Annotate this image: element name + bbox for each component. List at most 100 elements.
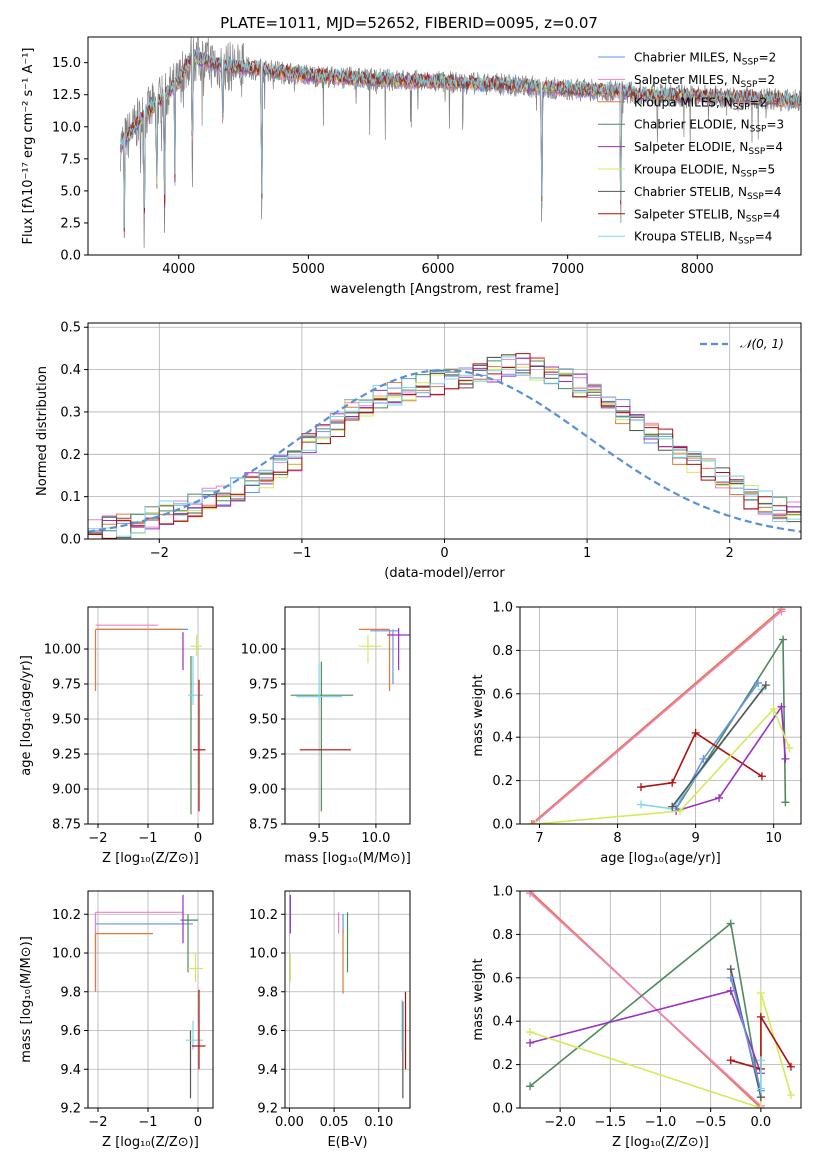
y-axis-label: mass weight: [471, 674, 486, 756]
x-tick-label: 6000: [421, 262, 454, 277]
mass_vs_Z-panel: −2 −1 0 9.2 9.4 9.6 9.8 10.0 10.2 Z [log₁₀(Z/Z⊙)]…: [19, 890, 214, 1150]
x-tick-label: −2: [88, 831, 107, 846]
y-axis-label: mass weight: [471, 958, 486, 1040]
weight-marker-kroupa_elodie: [531, 820, 540, 824]
y-tick-label: 9.6: [60, 1024, 81, 1039]
weight-marker-kroupa_elodie: [526, 1028, 535, 1037]
weight-marker-kroupa_elodie: [756, 988, 765, 997]
weight-marker-kroupa_stelib: [756, 1084, 765, 1093]
legend-text-part: =4: [765, 140, 783, 154]
y-tick-label: 9.50: [52, 713, 81, 728]
x-axis-label: wavelength [Angstrom, rest frame]: [330, 282, 559, 297]
legend-text-part: SSP: [741, 170, 758, 180]
legend-text-part: Kroupa ELODIE, N: [634, 163, 741, 177]
x-tick-label: 0.05: [320, 1115, 349, 1130]
weight-marker-salpeter_elodie: [526, 1038, 535, 1047]
weight-marker-chabrier_elodie: [781, 798, 790, 807]
y-tick-label: 10.0: [249, 947, 278, 962]
y-tick-label: 10.00: [44, 643, 81, 658]
y-tick-label: 10.00: [241, 643, 278, 658]
legend-text-part: SSP: [746, 214, 763, 224]
legend-text-part: SSP: [741, 80, 758, 90]
weight_vs_age-plot-area: [520, 607, 801, 824]
x-tick-label: 0.0: [751, 1115, 772, 1130]
histogram-salpeter_stelib: [88, 353, 801, 539]
weight_vs_age-panel: 7 8 9 10 0.0 0.2 0.4 0.6 0.8 1.0 age [log₁₀(age/yr…: [471, 601, 802, 866]
weight-marker-chabrier_miles: [726, 973, 735, 982]
y-tick-label: 9.00: [52, 783, 81, 798]
legend-text-part: =3: [766, 118, 784, 132]
weight-line-chabrier_stelib: [671, 684, 767, 808]
x-axis-label: Z [log₁₀(Z/Z⊙)]: [612, 1135, 709, 1150]
x-axis-label: mass [log₁₀(M/M⊙)]: [284, 851, 411, 866]
y-axis-label: Flux [fλ10⁻¹⁷ erg cm⁻² s⁻¹ A⁻¹]: [21, 48, 36, 245]
y-tick-label: 0.2: [492, 1058, 513, 1073]
legend-text-part: Chabrier MILES, N: [634, 51, 742, 65]
y-tick-label: 9.6: [257, 1024, 278, 1039]
weight-line-salpeter_miles: [532, 610, 783, 824]
y-tick-label: 5.0: [60, 184, 81, 199]
x-tick-label: 5000: [292, 262, 325, 277]
legend-text-part: =4: [764, 185, 782, 199]
weight-line-chabrier_miles: [730, 977, 762, 1091]
x-tick-label: 0: [194, 1115, 202, 1130]
weight-marker-salpeter_miles: [526, 891, 535, 898]
legend-label-salpeter_elodie: Salpeter ELODIE, NSSP=4: [634, 140, 783, 157]
weight-marker-kroupa_elodie: [785, 744, 794, 753]
axes-frame: [519, 606, 802, 825]
y-tick-label: 9.2: [257, 1102, 278, 1117]
spectrum-panel: 4000 5000 6000 7000 8000 0.0 2.5 5.0 7.5 10.0 12.5…: [21, 14, 802, 297]
x-tick-label: 8: [613, 831, 621, 846]
weight-marker-chabrier_stelib: [761, 681, 770, 690]
y-tick-label: 9.4: [60, 1063, 81, 1078]
weight_vs_Z-plot-area: [520, 891, 801, 1108]
weight-marker-salpeter_stelib: [726, 1056, 735, 1065]
weight-marker-chabrier_miles: [699, 754, 708, 763]
legend-label-normal: 𝒩(0, 1): [740, 337, 784, 351]
spectrum-plot-area: [120, 37, 801, 248]
weight-line-salpeter_stelib: [730, 1014, 792, 1070]
weight-line-salpeter_miles: [529, 892, 762, 1107]
weight-marker-salpeter_elodie: [715, 793, 724, 802]
x-axis-label: E(B-V): [327, 1135, 367, 1150]
x-tick-label: 10.0: [361, 831, 390, 846]
y-tick-label: 9.75: [249, 678, 278, 693]
y-tick-label: 0.2: [492, 774, 513, 789]
legend-label-kroupa_stelib: Kroupa STELIB, NSSP=4: [634, 230, 772, 247]
y-tick-label: 9.50: [249, 713, 278, 728]
y-axis-label: age [log₁₀(age/yr)]: [19, 655, 34, 776]
x-tick-label: 7: [535, 831, 543, 846]
legend-text-part: SSP: [742, 58, 759, 68]
legend-label-salpeter_miles: Salpeter MILES, NSSP=2: [634, 73, 775, 90]
y-tick-label: 0.0: [492, 818, 513, 833]
y-tick-label: 9.25: [52, 748, 81, 763]
weight-marker-salpeter_elodie: [777, 702, 786, 711]
weight-marker-kroupa_miles: [527, 820, 536, 824]
legend-text-part: Salpeter STELIB, N: [634, 207, 746, 221]
x-tick-label: −1.5: [595, 1115, 627, 1130]
axes-frame: [284, 606, 411, 825]
legend-text-part: SSP: [738, 237, 755, 247]
legend-label-kroupa_elodie: Kroupa ELODIE, NSSP=5: [634, 163, 775, 180]
weight-marker-salpeter_elodie: [726, 986, 735, 995]
x-tick-label: 1: [583, 546, 591, 561]
x-tick-label: −1: [138, 1115, 157, 1130]
x-tick-label: 8000: [681, 262, 714, 277]
age_vs_Z-plot-area: [88, 607, 213, 824]
weight-line-kroupa_miles: [531, 608, 783, 824]
weight-line-salpeter_elodie: [529, 989, 762, 1074]
weight-marker-salpeter_miles: [529, 820, 538, 824]
legend-label-chabrier_stelib: Chabrier STELIB, NSSP=4: [634, 185, 782, 202]
weight_vs_Z-panel: −2.0 −1.5 −1.0 −0.5 0.0 0.0 0.2 0.4 0.6 0.8 1.0 Z […: [471, 885, 802, 1150]
legend-text-part: Kroupa MILES, N: [634, 95, 733, 109]
axes-frame: [519, 890, 802, 1109]
weight-marker-salpeter_stelib: [691, 728, 700, 737]
x-tick-label: −1.0: [645, 1115, 677, 1130]
age_vs_mass-plot-area: [285, 607, 410, 824]
axes-frame: [87, 36, 802, 256]
y-tick-label: 0.8: [492, 644, 513, 659]
weight-marker-chabrier_elodie: [726, 919, 735, 928]
age_vs_mass-panel: 9.5 10.0 8.75 9.00 9.25 9.50 9.75 10.00 mass [lo…: [241, 606, 411, 866]
weight-marker-chabrier_miles: [754, 678, 763, 687]
x-tick-label: 10: [765, 831, 782, 846]
